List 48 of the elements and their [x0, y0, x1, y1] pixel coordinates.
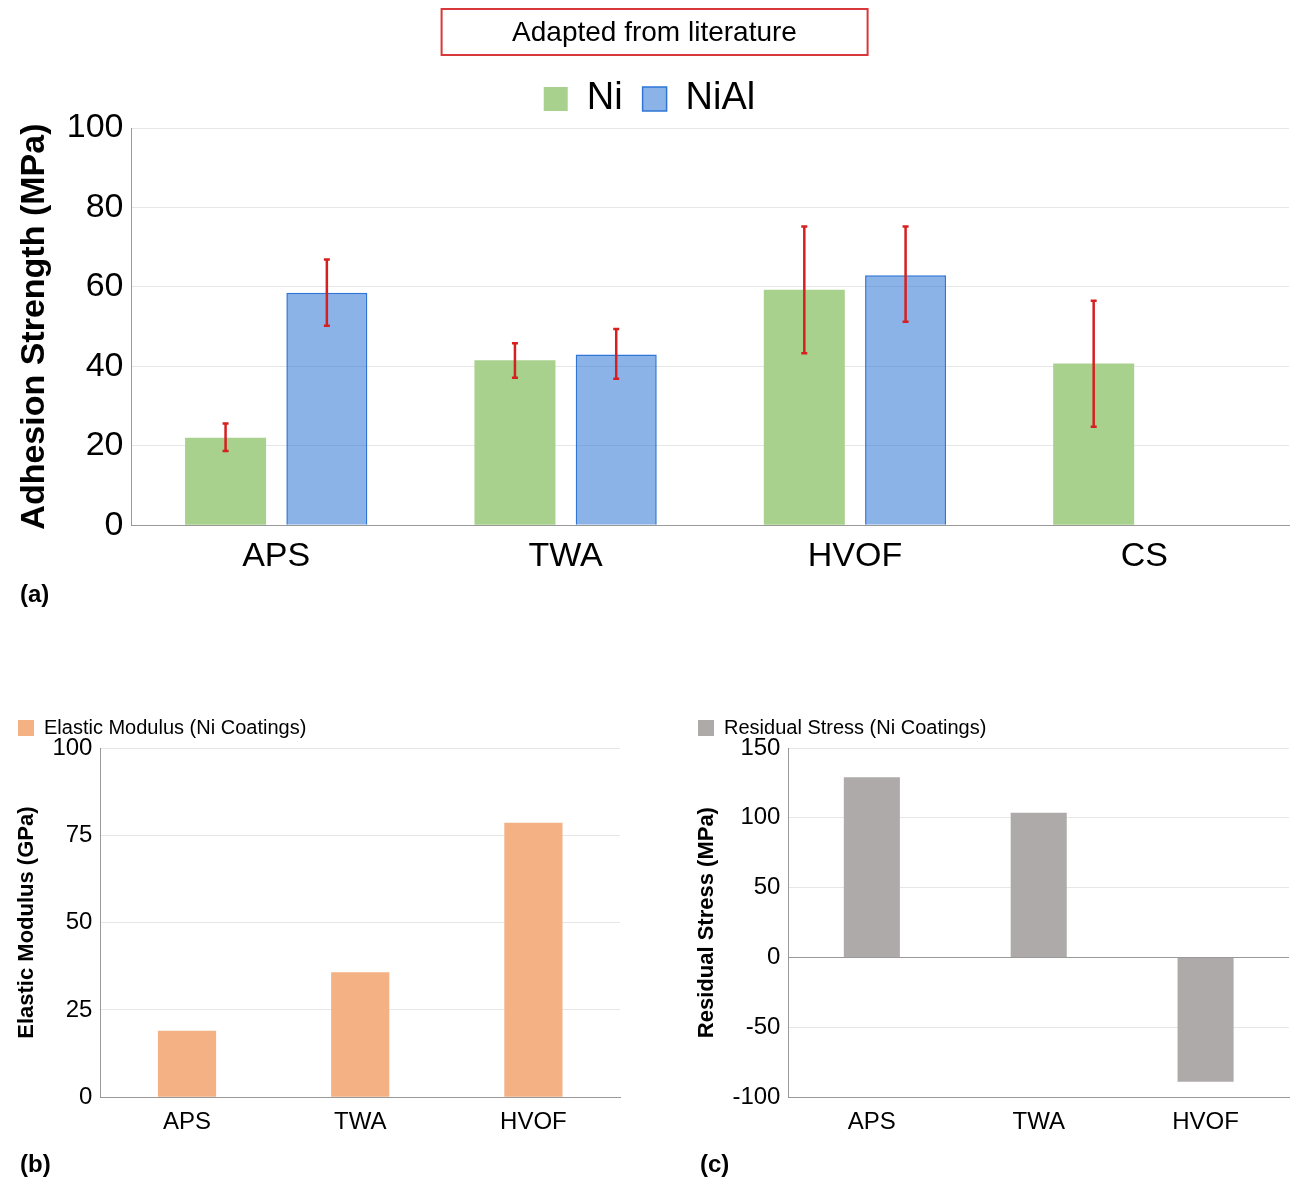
y-tick-label: 25	[65, 994, 93, 1022]
y-tick-label: 0	[767, 942, 781, 970]
x-tick-label: HVOF	[1172, 1107, 1239, 1135]
y-axis-title: Elastic Modulus (GPa)	[13, 806, 39, 1039]
bar	[286, 292, 368, 525]
y-tick-label: 100	[740, 802, 781, 830]
y-tick-label: 50	[65, 907, 93, 935]
bar	[1010, 812, 1067, 958]
y-tick-label: 0	[104, 503, 124, 542]
text: (a)	[20, 580, 50, 608]
y-tick-label: -50	[745, 1011, 781, 1039]
legend-label: Residual Stress (Ni Coatings)	[724, 715, 987, 738]
legend-label: Elastic Modulus (Ni Coatings)	[44, 715, 307, 738]
bar	[763, 289, 845, 525]
y-tick-label: 60	[85, 265, 124, 304]
x-tick-label: TWA	[528, 534, 604, 573]
x-tick-label: CS	[1120, 534, 1168, 573]
text: (b)	[20, 1150, 51, 1178]
bar	[1177, 958, 1234, 1082]
bar	[157, 1030, 217, 1097]
text: Adapted from literature	[440, 8, 869, 56]
bar	[843, 777, 900, 958]
x-tick-label: TWA	[334, 1107, 387, 1135]
y-tick-label: -100	[732, 1081, 781, 1109]
bar	[504, 822, 563, 1097]
x-tick-label: TWA	[1012, 1107, 1065, 1135]
x-tick-label: APS	[242, 534, 311, 573]
y-tick-label: 0	[79, 1081, 93, 1109]
x-tick-label: HVOF	[500, 1107, 567, 1135]
legend-label: Ni	[586, 75, 623, 118]
x-tick-label: HVOF	[807, 534, 903, 573]
bar	[575, 354, 657, 525]
bar	[474, 360, 556, 525]
bar	[1053, 363, 1135, 525]
x-tick-label: APS	[847, 1107, 896, 1135]
y-tick-label: 40	[85, 344, 124, 383]
legend-label: NiAl	[685, 75, 756, 118]
y-axis-title: Residual Stress (MPa)	[693, 807, 719, 1039]
y-tick-label: 75	[65, 819, 93, 847]
y-tick-label: 20	[85, 424, 124, 463]
y-axis-title: Adhesion Strength (MPa)	[12, 123, 51, 530]
bar	[185, 437, 267, 525]
text: (c)	[700, 1150, 730, 1178]
y-tick-label: 80	[85, 185, 124, 224]
x-tick-label: APS	[163, 1107, 212, 1135]
bar	[331, 972, 390, 1097]
y-tick-label: 100	[66, 106, 124, 145]
y-tick-label: 50	[753, 872, 781, 900]
